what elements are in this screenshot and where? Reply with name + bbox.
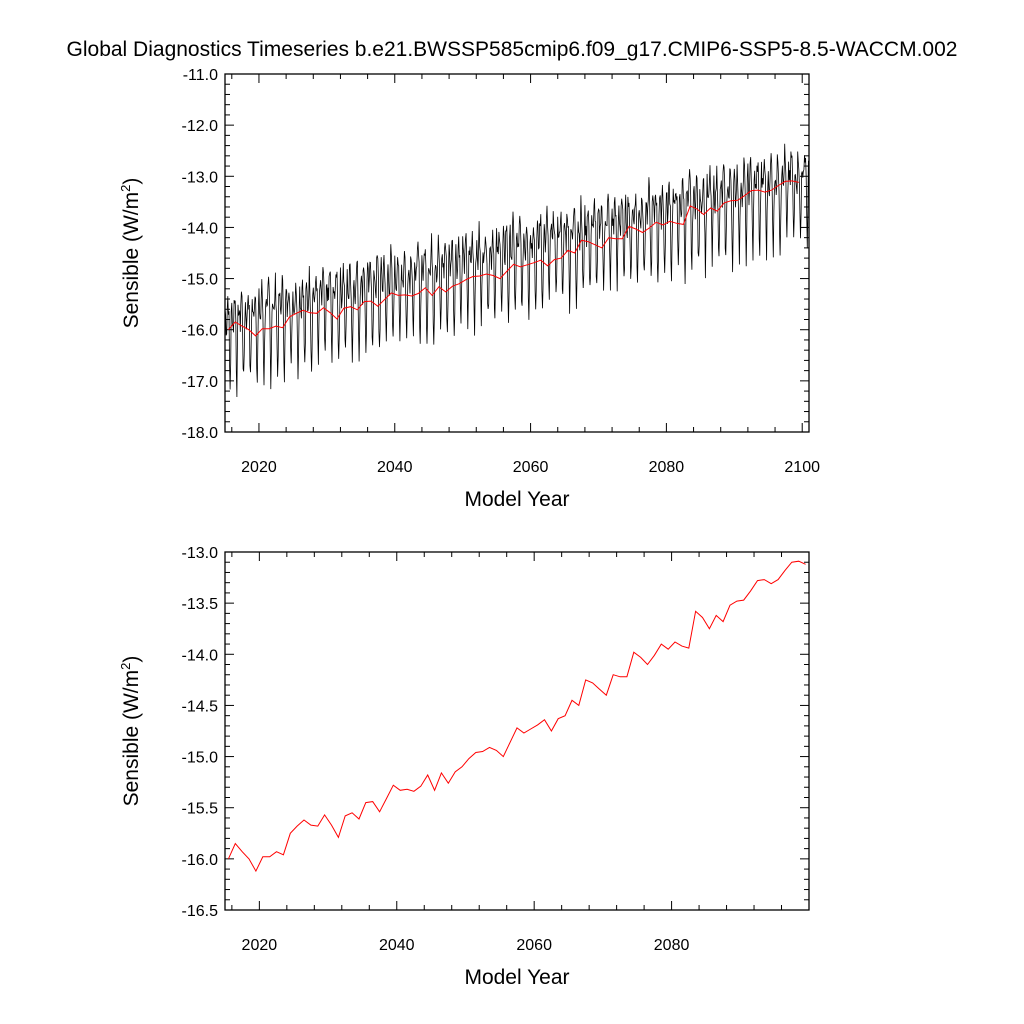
x-tick-label: 2060 [513,459,549,476]
y-tick-label: -18.0 [182,425,219,442]
y-tick-label: -15.0 [182,750,219,767]
y-tick-label: -12.0 [182,118,219,135]
plot-frame [224,73,810,433]
y-axis-label: Sensible (W/m2) [118,178,143,329]
y-tick-label: -16.0 [182,323,219,340]
y-tick-label: -15.0 [182,272,219,289]
annual-mean-line [228,180,799,337]
chart-title: Global Diagnostics Timeseries b.e21.BWSS… [67,38,958,61]
x-tick-label: 2100 [784,459,820,476]
y-tick-label: -13.5 [182,596,219,613]
x-tick-label: 2020 [242,937,278,954]
x-tick-label: 2080 [654,937,690,954]
x-tick-label: 2020 [241,459,277,476]
y-tick-label: -14.0 [182,647,219,664]
y-tick-label: -13.0 [182,169,219,186]
plot-frame [224,551,810,911]
plot-area [227,560,806,873]
y-tick-label: -13.0 [182,545,219,562]
x-tick-label: 2040 [377,459,413,476]
x-tick-label: 2040 [379,937,415,954]
x-axis-label: Model Year [464,966,569,989]
y-tick-label: -16.0 [182,852,219,869]
plot-area [225,143,809,398]
y-tick-label: -11.0 [183,67,218,84]
tick-marks [225,551,810,911]
y-tick-label: -14.0 [182,220,219,237]
x-axis-label: Model Year [464,488,569,511]
x-tick-label: 2060 [516,937,552,954]
y-tick-label: -15.5 [182,801,219,818]
x-tick-label: 2080 [649,459,685,476]
y-tick-label: -14.5 [182,698,219,715]
annual-mean-line [227,560,806,873]
top-panel: -11.0 -12.0 -13.0 -14.0 -15.0 -16.0 -17.0 -18.0… [118,67,820,511]
y-tick-label: -16.5 [182,903,219,920]
y-axis-label: Sensible (W/m2) [118,656,143,807]
bottom-panel: -13.0 -13.5 -14.0 -14.5 -15.0 -15.5 -16.0 -16.5… [118,545,810,989]
y-tick-label: -17.0 [182,374,219,391]
monthly-series-line [225,143,809,398]
tick-marks [225,73,809,433]
